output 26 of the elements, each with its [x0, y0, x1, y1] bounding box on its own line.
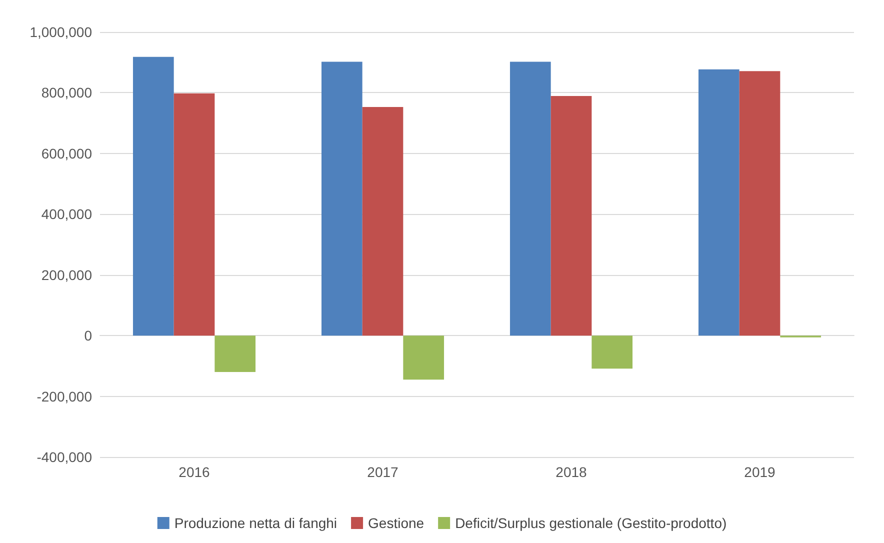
y-tick-label: 800,000 — [41, 84, 92, 101]
y-tick-label: 200,000 — [41, 266, 92, 283]
y-tick-label: 600,000 — [41, 145, 92, 162]
y-tick-label: 400,000 — [41, 206, 92, 222]
legend-label: Deficit/Surplus gestionale (Gestito-prodotto) — [455, 515, 727, 531]
x-tick-label: 2019 — [744, 464, 776, 480]
legend-label: Produzione netta di fanghi — [174, 515, 338, 531]
y-tick-label: 1,000,000 — [30, 24, 92, 40]
bar — [739, 71, 780, 336]
bar — [592, 336, 633, 369]
bar — [550, 96, 592, 336]
y-tick-label: -200,000 — [36, 388, 92, 404]
legend-label: Gestione — [368, 515, 424, 531]
bar — [214, 336, 256, 372]
x-tick-label: 2016 — [178, 464, 210, 480]
x-tick-label: 2018 — [556, 464, 588, 480]
x-tick-label: 2017 — [367, 464, 399, 480]
y-tick-label: 0 — [84, 328, 92, 344]
bar — [362, 106, 404, 336]
bar — [510, 62, 551, 336]
bar — [321, 62, 362, 336]
y-tick-label: -400,000 — [36, 449, 92, 465]
bar — [132, 56, 174, 336]
bar — [403, 336, 444, 380]
bar — [174, 93, 215, 336]
bar — [698, 69, 740, 336]
